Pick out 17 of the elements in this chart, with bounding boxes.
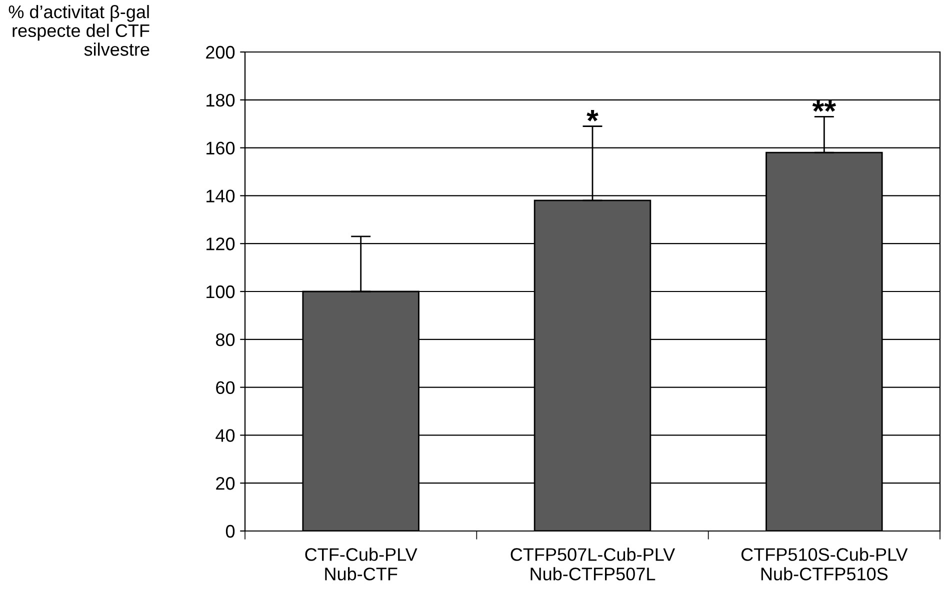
y-tick-label: 160 <box>206 142 235 155</box>
y-tick-label: 180 <box>206 94 235 107</box>
y-tick-label: 120 <box>206 238 235 250</box>
x-tick-label: CTFP510S-Cub-PLV Nub-CTFP510S <box>741 548 908 580</box>
annotation: ** <box>812 100 836 112</box>
y-tick-label: 40 <box>216 429 235 442</box>
x-tick-label: CTFP507L-Cub-PLV Nub-CTFP507L <box>510 548 676 580</box>
y-tick-label: 60 <box>216 381 235 394</box>
y-tick-label: 0 <box>226 524 235 538</box>
y-tick-label: 100 <box>206 285 235 298</box>
y-tick-label: 140 <box>206 190 235 202</box>
y-tick-label: 200 <box>206 46 235 59</box>
y-tick-label: 20 <box>216 477 235 490</box>
x-tick-label: CTF-Cub-PLV Nub-CTF <box>305 548 418 580</box>
y-tick-label: 80 <box>216 333 235 346</box>
annotation: * <box>586 110 598 122</box>
y-axis-title: % d’activitat β-gal respecte del CTF silvestre <box>8 5 150 56</box>
